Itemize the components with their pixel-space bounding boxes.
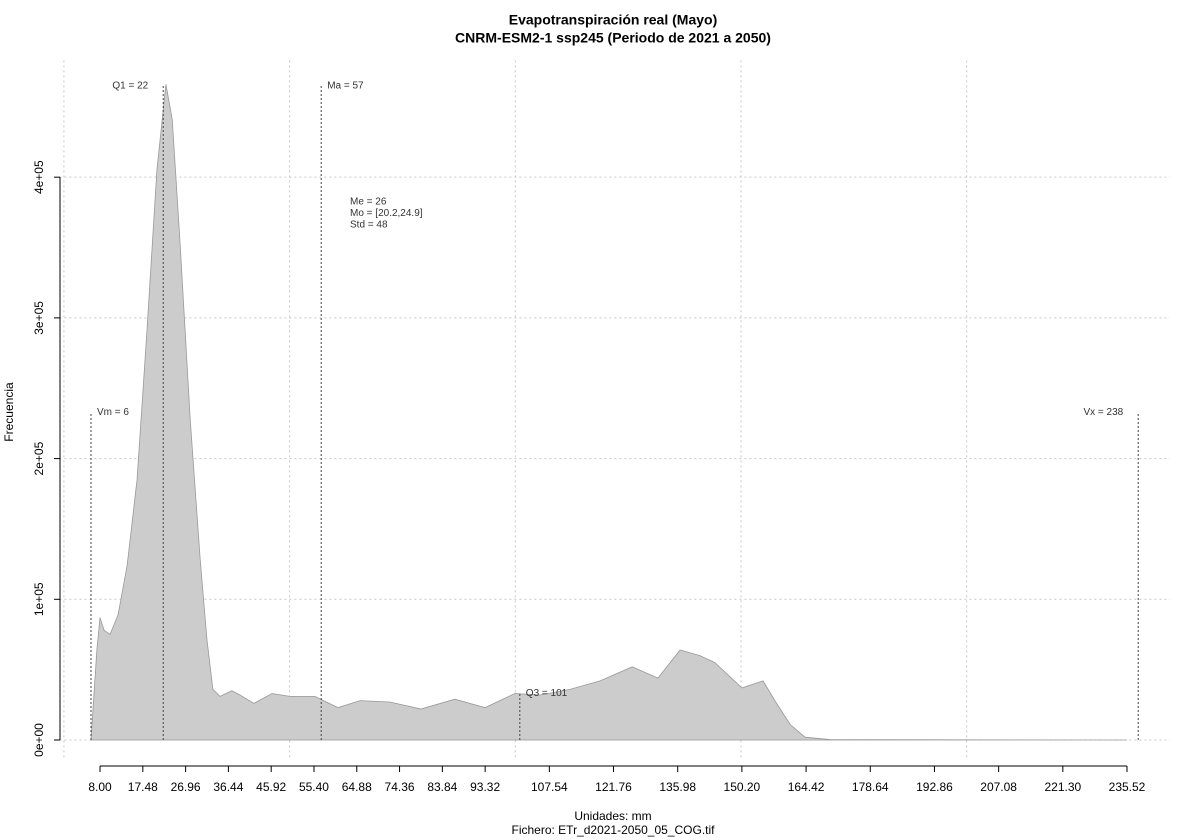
x-tick-label: 207.08 — [980, 780, 1017, 794]
x-tick-label: 221.30 — [1044, 780, 1081, 794]
x-tick-label: 26.96 — [171, 780, 201, 794]
stat-annotation: Me = 26 — [350, 197, 387, 208]
x-tick-label: 8.00 — [88, 780, 112, 794]
y-tick-label: 0e+00 — [32, 723, 46, 757]
y-tick-label: 4e+05 — [32, 160, 46, 194]
x-tick-label: 83.84 — [427, 780, 457, 794]
reference-label: Vm = 6 — [97, 407, 129, 418]
x-tick-label: 93.32 — [470, 780, 500, 794]
y-tick-label: 2e+05 — [32, 441, 46, 475]
x-tick-label: 164.42 — [788, 780, 825, 794]
reference-label: Q1 = 22 — [112, 80, 148, 91]
x-tick-label: 178.64 — [852, 780, 889, 794]
reference-label: Vx = 238 — [1083, 407, 1123, 418]
x-tick-label: 74.36 — [385, 780, 415, 794]
x-tick-label: 150.20 — [724, 780, 761, 794]
y-tick-label: 1e+05 — [32, 582, 46, 616]
reference-label: Q3 = 101 — [526, 688, 568, 699]
x-tick-label: 107.54 — [531, 780, 568, 794]
x-tick-label: 45.92 — [256, 780, 286, 794]
x-tick-label: 55.40 — [299, 780, 329, 794]
x-axis-label: Unidades: mm — [574, 809, 651, 823]
x-tick-label: 192.86 — [916, 780, 953, 794]
chart-title: Evapotranspiración real (Mayo) — [509, 12, 718, 28]
x-tick-label: 36.44 — [213, 780, 243, 794]
stat-annotation: Std = 48 — [350, 220, 388, 231]
stat-annotation: Mo = [20.2,24.9] — [350, 208, 423, 219]
x-tick-label: 235.52 — [1109, 780, 1146, 794]
chart-subtitle: CNRM-ESM2-1 ssp245 (Periodo de 2021 a 20… — [455, 30, 771, 46]
x-tick-label: 64.88 — [342, 780, 372, 794]
y-axis-label: Frecuencia — [2, 382, 16, 442]
caption: Fichero: ETr_d2021-2050_05_COG.tif — [512, 823, 716, 837]
density-area — [90, 84, 1127, 741]
reference-label: Ma = 57 — [327, 80, 364, 91]
x-tick-label: 135.98 — [659, 780, 696, 794]
y-tick-label: 3e+05 — [32, 301, 46, 335]
x-tick-label: 17.48 — [128, 780, 158, 794]
x-tick-label: 121.76 — [595, 780, 632, 794]
